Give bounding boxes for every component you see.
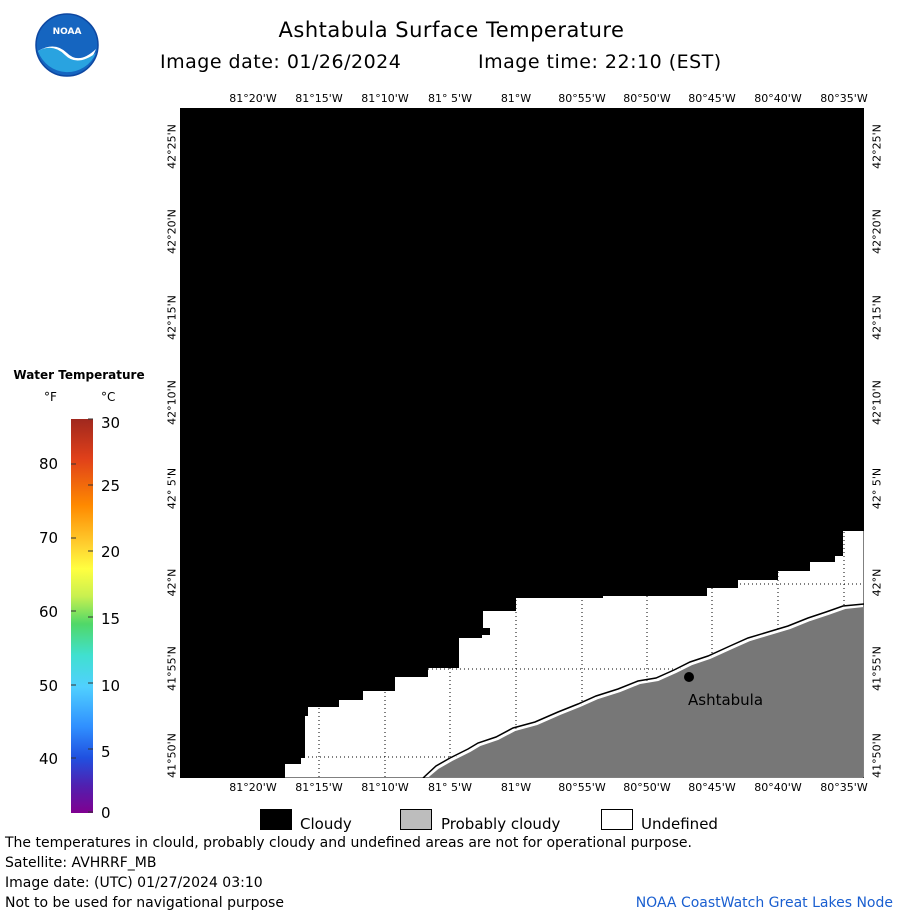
lon-label-bottom: 81°20'W — [229, 781, 277, 794]
lat-label-left: 42°10'N — [165, 380, 179, 425]
lon-label-bottom: 81°15'W — [295, 781, 343, 794]
image-time: Image time: 22:10 (EST) — [478, 51, 722, 73]
lon-label-top: 80°55'W — [558, 92, 606, 105]
undefined-swatch — [601, 809, 633, 830]
c-tick-label: 10 — [101, 677, 121, 695]
c-tick-label: 5 — [101, 743, 111, 761]
f-tick-label: 60 — [39, 603, 59, 621]
temperature-color-bar — [71, 418, 93, 813]
lon-label-bottom: 80°55'W — [558, 781, 606, 794]
map-area — [180, 108, 864, 778]
f-tick-label: 40 — [39, 750, 59, 768]
c-tick-label: 15 — [101, 610, 121, 628]
lat-label-right: 42° 5'N — [870, 467, 884, 510]
lat-label-left: 42°25'N — [165, 124, 179, 169]
lon-label-bottom: 80°45'W — [688, 781, 736, 794]
lon-label-bottom: 80°40'W — [754, 781, 802, 794]
noaa-logo: NOAA — [35, 13, 99, 77]
lat-label-left: 41°50'N — [165, 733, 179, 778]
ashtabula-label: Ashtabula — [688, 691, 764, 709]
lat-label-left: 41°55'N — [165, 646, 179, 691]
lon-label-top: 80°45'W — [688, 92, 736, 105]
lat-label-right: 42°10'N — [870, 380, 884, 425]
lat-label-right: 42°25'N — [870, 124, 884, 169]
credit-text: NOAA CoastWatch Great Lakes Node — [635, 895, 893, 911]
cloudy-label: Cloudy — [300, 815, 352, 833]
f-tick-label: 70 — [39, 529, 59, 547]
satellite-info: Satellite: AVHRRF_MB — [5, 855, 157, 871]
lat-label-right: 42°N — [870, 568, 884, 597]
c-tick-label: 25 — [101, 477, 121, 495]
utc-image-date: Image date: (UTC) 01/27/2024 03:10 — [5, 875, 263, 891]
image-date: Image date: 01/26/2024 — [160, 51, 402, 73]
lon-label-top: 81°15'W — [295, 92, 343, 105]
lat-label-left: 42°N — [165, 568, 179, 597]
f-tick-label: 50 — [39, 677, 59, 695]
lon-label-bottom: 81° 5'W — [428, 781, 472, 794]
lon-label-bottom: 81°10'W — [361, 781, 409, 794]
navigation-warning: Not to be used for navigational purpose — [5, 895, 284, 911]
lon-label-top: 80°35'W — [820, 92, 868, 105]
probably-cloudy-label: Probably cloudy — [441, 815, 561, 833]
lat-label-right: 41°55'N — [870, 646, 884, 691]
lon-label-bottom: 80°50'W — [623, 781, 671, 794]
lat-label-left: 42°20'N — [165, 209, 179, 254]
unit-celsius: °C — [101, 390, 116, 404]
lon-label-top: 81°10'W — [361, 92, 409, 105]
noaa-logo-text: NOAA — [53, 27, 82, 37]
lat-label-right: 42°20'N — [870, 209, 884, 254]
lon-label-bottom: 81°W — [500, 781, 532, 794]
lon-label-bottom: 80°35'W — [820, 781, 868, 794]
lat-label-left: 42° 5'N — [165, 467, 179, 510]
c-tick-label: 20 — [101, 543, 121, 561]
ashtabula-marker — [684, 672, 694, 682]
lon-label-top: 80°50'W — [623, 92, 671, 105]
unit-fahrenheit: °F — [44, 390, 57, 404]
cloudy-swatch — [260, 809, 292, 830]
lon-label-top: 81° 5'W — [428, 92, 472, 105]
c-tick-label: 30 — [101, 414, 121, 432]
undefined-label: Undefined — [641, 815, 718, 833]
lat-label-right: 41°50'N — [870, 733, 884, 778]
probably-cloudy-swatch — [400, 809, 432, 830]
f-tick-label: 80 — [39, 455, 59, 473]
lat-label-left: 42°15'N — [165, 295, 179, 340]
land-area — [424, 604, 864, 778]
lon-label-top: 80°40'W — [754, 92, 802, 105]
legend-title: Water Temperature — [13, 368, 145, 382]
c-tick-label: 0 — [101, 804, 111, 822]
lon-label-top: 81°20'W — [229, 92, 277, 105]
disclaimer-text: The temperatures in clould, probably clo… — [5, 835, 692, 851]
cloudy-region — [180, 108, 864, 778]
lon-label-top: 81°W — [500, 92, 532, 105]
lat-label-right: 42°15'N — [870, 295, 884, 340]
map-title: Ashtabula Surface Temperature — [278, 18, 625, 42]
